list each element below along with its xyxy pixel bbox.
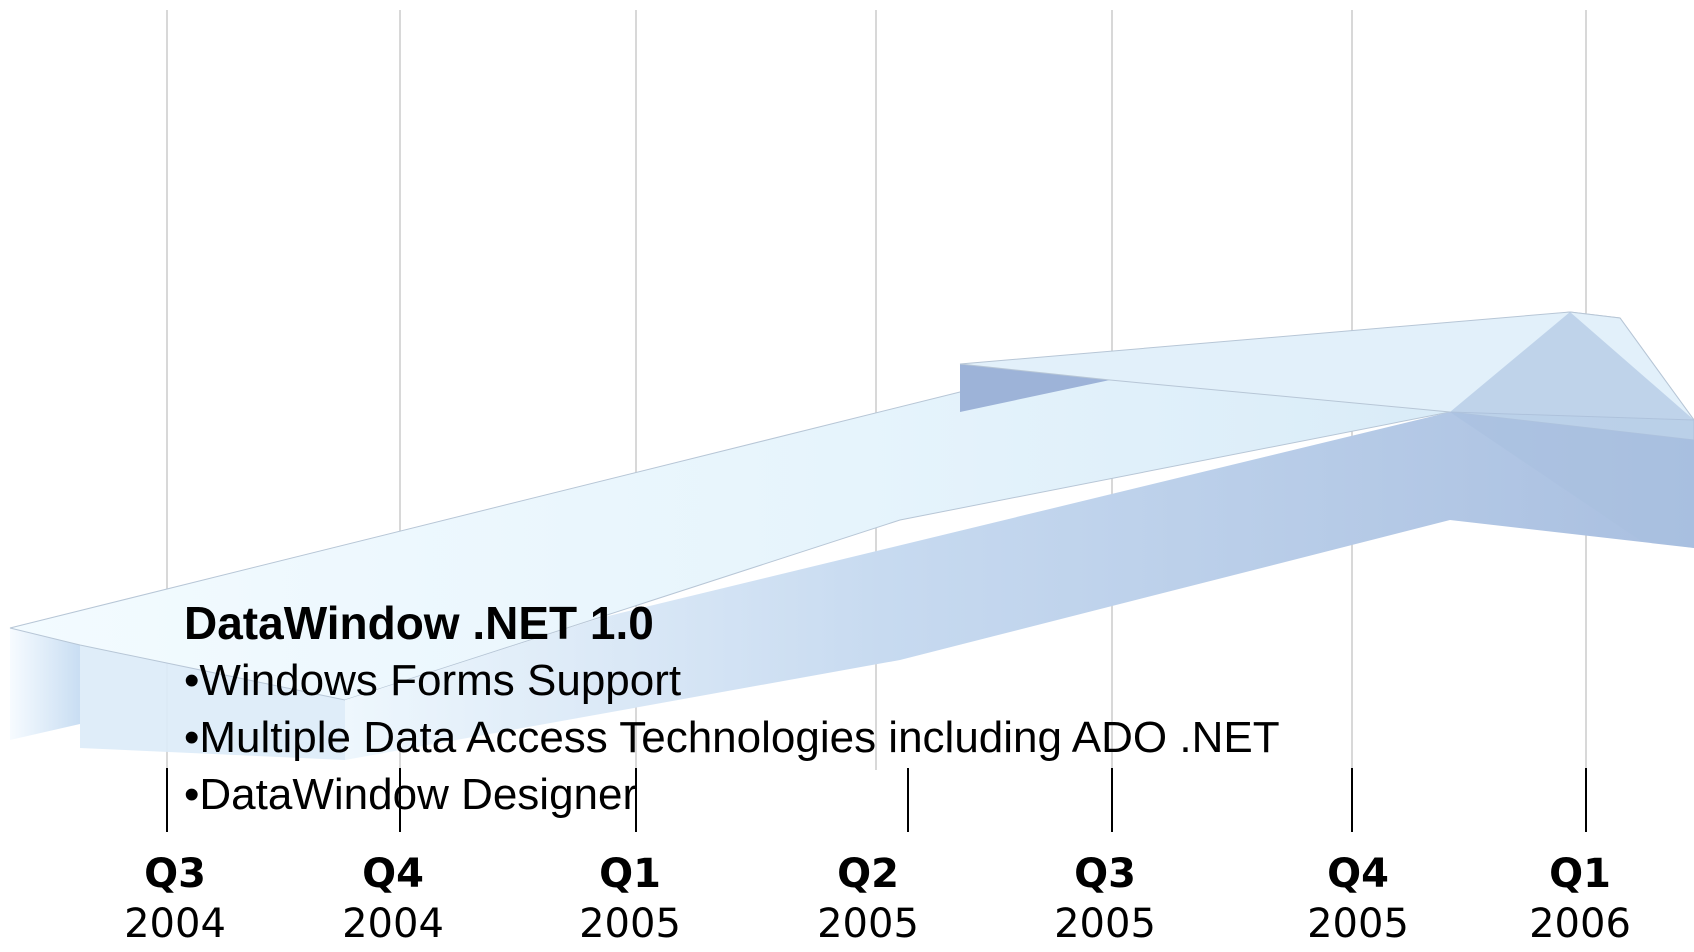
arrow-side-face	[345, 412, 1694, 760]
quarter-year: 2004	[124, 901, 226, 947]
quarter-label: Q4 2005	[1278, 850, 1438, 950]
quarter-name: Q2	[837, 851, 899, 897]
quarter-name: Q4	[362, 851, 424, 897]
quarter-name: Q3	[1074, 851, 1136, 897]
quarter-label: Q1 2006	[1500, 850, 1660, 950]
quarter-label: Q1 2005	[550, 850, 710, 950]
feature-title: DataWindow .NET 1.0	[184, 597, 654, 649]
quarter-year: 2006	[1529, 901, 1631, 947]
quarter-name: Q1	[1549, 851, 1611, 897]
quarter-name: Q3	[144, 851, 206, 897]
feature-bullet: •Multiple Data Access Technologies inclu…	[184, 713, 1280, 762]
feature-bullet: •Windows Forms Support	[184, 656, 682, 705]
quarter-name: Q4	[1327, 851, 1389, 897]
quarter-year: 2005	[1307, 901, 1409, 947]
quarter-label: Q3 2005	[1025, 850, 1185, 950]
arrow-head-face	[1450, 312, 1694, 548]
quarter-year: 2005	[1054, 901, 1156, 947]
quarter-year: 2004	[342, 901, 444, 947]
quarter-year: 2005	[817, 901, 919, 947]
quarter-label: Q2 2005	[788, 850, 948, 950]
quarter-year: 2005	[579, 901, 681, 947]
quarter-label: Q4 2004	[313, 850, 473, 950]
feature-box: DataWindow .NET 1.0 •Windows Forms Suppo…	[184, 594, 1280, 823]
tick-marks	[166, 768, 1587, 832]
arrow-stub-face	[10, 626, 80, 740]
feature-bullet: •DataWindow Designer	[184, 770, 638, 819]
quarter-label: Q3 2004	[95, 850, 255, 950]
quarter-name: Q1	[599, 851, 661, 897]
